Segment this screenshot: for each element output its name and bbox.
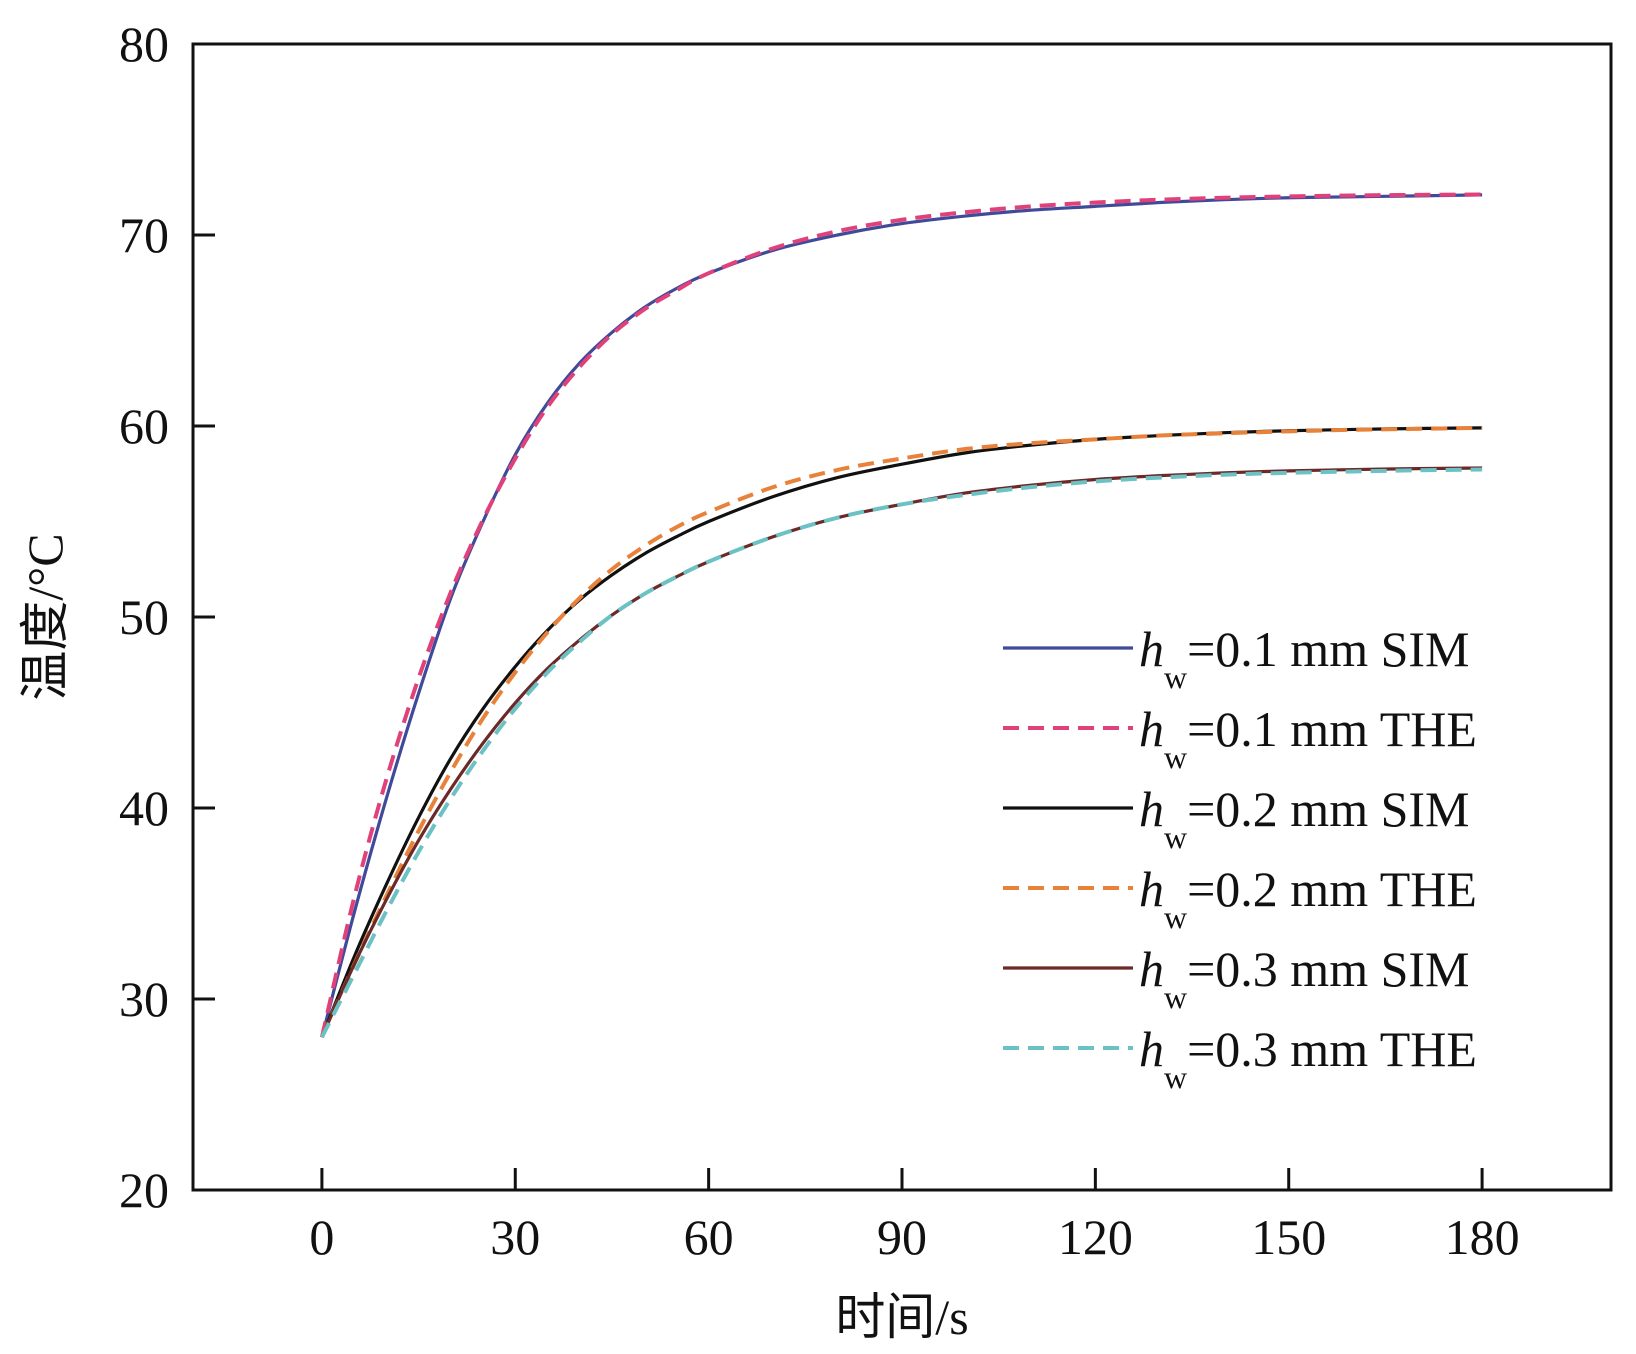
- x-tick-label-60: 60: [684, 1209, 734, 1265]
- legend-entry-6: hw=0.3 mm THE: [1139, 1021, 1477, 1095]
- x-tick-label-120: 120: [1058, 1209, 1133, 1265]
- y-tick-label-20: 20: [119, 1162, 169, 1218]
- y-tick-label-60: 60: [119, 398, 169, 454]
- legend-label-text: =0.1 mm THE: [1187, 701, 1477, 757]
- y-tick-label-80: 80: [119, 16, 169, 72]
- legend-entry-3: hw=0.2 mm SIM: [1139, 781, 1470, 855]
- legend-subscript: w: [1164, 739, 1187, 775]
- x-tick-label-90: 90: [877, 1209, 927, 1265]
- legend-label-text: =0.2 mm THE: [1187, 861, 1477, 917]
- legend-label-text: =0.1 mm SIM: [1187, 621, 1469, 677]
- legend-entry-5: hw=0.3 mm SIM: [1139, 941, 1470, 1015]
- legend-subscript: w: [1164, 659, 1187, 695]
- x-tick-label-150: 150: [1251, 1209, 1326, 1265]
- legend-label-text: =0.3 mm THE: [1187, 1021, 1477, 1077]
- y-tick-label-30: 30: [119, 971, 169, 1027]
- legend-subscript: w: [1164, 819, 1187, 855]
- y-axis-title: 温度/°C: [17, 533, 73, 700]
- series-line-4: [320, 425, 1483, 1039]
- x-axis: 0 30 60 90 120 150 180: [309, 1168, 1520, 1265]
- series-line-3: [320, 426, 1483, 1038]
- series-line-6: [320, 467, 1483, 1039]
- x-tick-label-180: 180: [1445, 1209, 1520, 1265]
- legend-label-text: =0.3 mm SIM: [1187, 941, 1469, 997]
- legend-entry-2: hw=0.1 mm THE: [1139, 701, 1477, 775]
- x-tick-label-0: 0: [309, 1209, 334, 1265]
- legend-subscript: w: [1164, 979, 1187, 1015]
- y-tick-label-40: 40: [119, 780, 169, 836]
- x-axis-title: 时间/s: [835, 1289, 968, 1345]
- legend-subscript: w: [1164, 1059, 1187, 1095]
- legend-entry-4: hw=0.2 mm THE: [1139, 861, 1477, 935]
- legend-var: h: [1139, 701, 1164, 757]
- y-tick-label-70: 70: [119, 207, 169, 263]
- legend-subscript: w: [1164, 899, 1187, 935]
- legend-var: h: [1139, 621, 1164, 677]
- series-layer: [319, 192, 1483, 1039]
- legend-var: h: [1139, 861, 1164, 917]
- legend-entry-1: hw=0.1 mm SIM: [1139, 621, 1470, 695]
- series-line-2: [319, 192, 1483, 1038]
- x-tick-label-30: 30: [490, 1209, 540, 1265]
- plot-frame: [191, 42, 1613, 1192]
- legend-var: h: [1139, 1021, 1164, 1077]
- legend-var: h: [1139, 941, 1164, 997]
- y-tick-label-50: 50: [119, 589, 169, 645]
- legend-var: h: [1139, 781, 1164, 837]
- legend-label-text: =0.2 mm SIM: [1187, 781, 1469, 837]
- y-axis: 20 30 40 50 60 70 80: [119, 16, 215, 1218]
